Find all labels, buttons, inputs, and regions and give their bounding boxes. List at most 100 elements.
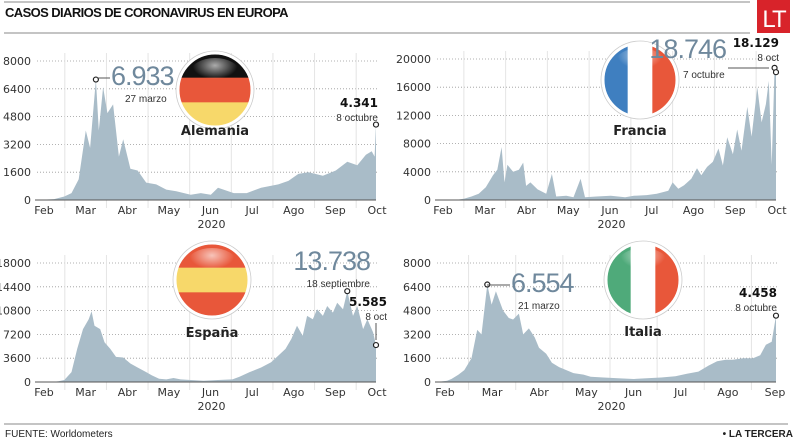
x-tick-label: Abr — [517, 204, 537, 217]
flag-ring — [604, 241, 682, 319]
x-tick-label: Sep — [325, 386, 346, 399]
x-tick-label: Oct — [767, 204, 787, 217]
last-date: 8 octubre — [336, 113, 378, 124]
y-tick-label: 0 — [424, 194, 431, 207]
x-tick-label: Mar — [75, 204, 96, 217]
x-tick-label: Feb — [34, 386, 53, 399]
country-label: Alemania — [181, 124, 249, 139]
page-title: CASOS DIARIOS DE CORONAVIRUS EN EUROPA — [5, 5, 289, 20]
y-tick-label: 0 — [24, 376, 31, 389]
x-tick-label: Jul — [244, 204, 258, 217]
y-tick-label: 4800 — [3, 111, 31, 124]
x-tick-label: May — [158, 386, 181, 399]
x-tick-label: Abr — [530, 386, 550, 399]
y-tick-label: 4800 — [403, 305, 431, 318]
peak-date: 7 octubre — [683, 70, 725, 81]
flag-italia-icon — [603, 240, 683, 320]
last-value: 5.585 — [349, 295, 387, 309]
flag-shadow — [600, 40, 680, 120]
last-marker — [372, 341, 380, 349]
publisher-credit: • LA TERCERA — [723, 429, 793, 440]
y-tick-label: 8000 — [3, 55, 31, 68]
last-date: 8 oct — [365, 312, 387, 323]
x-tick-label: Abr — [118, 386, 138, 399]
x-tick-label: May — [557, 204, 580, 217]
peak-date: 21 marzo — [518, 301, 560, 312]
flag-shadow — [172, 240, 252, 320]
peak-date: 27 marzo — [125, 94, 167, 105]
chart-italia: 0 1600 3200 4800 6400 8000 Feb Mar Abr May Jun Jul A… — [403, 240, 785, 413]
flag-francia-icon — [600, 40, 680, 120]
x-axis-label: 2020 — [198, 400, 226, 413]
x-tick-label: Jul — [244, 386, 258, 399]
y-tick-label: 0 — [424, 376, 431, 389]
last-date: 8 octubre — [735, 303, 777, 314]
x-tick-label: Jun — [600, 204, 618, 217]
x-tick-label: Mar — [474, 204, 495, 217]
y-tick-label: 6400 — [3, 83, 31, 96]
country-label: Italia — [624, 325, 662, 340]
last-value: 4.458 — [739, 286, 777, 300]
flag-shadow — [603, 240, 683, 320]
y-tick-label: 8000 — [403, 138, 431, 151]
y-tick-label: 14400 — [0, 281, 31, 294]
peak-value: 6.554 — [511, 268, 575, 298]
chart-españa: 0 3600 7200 10800 14400 18000 Feb Mar Abr May Jun J… — [0, 240, 387, 413]
x-tick-label: Oct — [367, 386, 387, 399]
chart-francia: 0 4000 8000 12000 16000 20000 Feb Mar Abr May Jun J… — [396, 40, 787, 231]
flag-gloss — [618, 248, 668, 278]
x-tick-label: Sep — [325, 204, 346, 217]
y-tick-label: 6400 — [403, 281, 431, 294]
flag-shadow — [175, 50, 255, 130]
peak-marker — [344, 288, 351, 295]
peak-value: 18.746 — [649, 34, 726, 64]
flag-ring — [176, 51, 254, 129]
y-tick-label: 7200 — [3, 328, 31, 341]
country-label: España — [186, 326, 239, 341]
x-tick-label: Feb — [34, 204, 53, 217]
annotation-france: 18.746 7 octubre 18.129 8 oct Francia — [613, 34, 779, 139]
x-tick-label: Mar — [482, 386, 503, 399]
y-tick-label: 20000 — [396, 53, 431, 66]
last-marker — [772, 312, 780, 319]
last-marker — [772, 69, 780, 76]
flag-gloss — [190, 58, 240, 88]
y-tick-label: 4000 — [403, 166, 431, 179]
annotation-italy: 6.554 21 marzo 4.458 8 octubre Italia — [487, 268, 777, 340]
y-tick-label: 3600 — [3, 352, 31, 365]
peak-value: 6.933 — [111, 61, 174, 91]
brand-logo: LT — [757, 0, 790, 33]
x-axis-label: 2020 — [598, 400, 626, 413]
y-tick-label: 16000 — [396, 81, 431, 94]
flag-ring — [173, 241, 251, 319]
flag-ring — [601, 41, 679, 119]
cases-area — [437, 67, 776, 200]
x-axis-label: 2020 — [598, 218, 626, 231]
flag-alemania-icon — [175, 50, 255, 130]
peak-value: 13.738 — [293, 246, 370, 276]
x-tick-label: May — [158, 204, 181, 217]
x-tick-label: Jun — [201, 386, 219, 399]
x-tick-label: Jun — [201, 204, 219, 217]
flag-gloss — [615, 48, 665, 78]
flag-gloss — [187, 248, 237, 278]
x-tick-label: Sep — [725, 204, 746, 217]
logo-text: LT — [762, 6, 787, 33]
annotation-spain: 13.738 18 septiembre 5.585 8 oct España — [186, 246, 388, 341]
x-tick-label: Jul — [644, 204, 658, 217]
x-axis-label: 2020 — [198, 218, 226, 231]
last-date: 8 oct — [757, 53, 779, 64]
y-tick-label: 3200 — [3, 138, 31, 151]
annotation-germany: 6.933 27 marzo 4.341 8 octubre Alemania — [97, 61, 378, 139]
x-tick-label: Mar — [75, 386, 96, 399]
x-tick-label: Jul — [673, 386, 687, 399]
x-tick-label: Ago — [683, 204, 705, 217]
last-marker — [372, 121, 380, 128]
cases-area — [437, 284, 776, 382]
logo-box — [757, 0, 790, 33]
x-tick-label: May — [575, 386, 598, 399]
y-tick-label: 1600 — [3, 166, 31, 179]
peak-date: 18 septiembre — [307, 279, 371, 290]
x-tick-label: Feb — [435, 386, 454, 399]
